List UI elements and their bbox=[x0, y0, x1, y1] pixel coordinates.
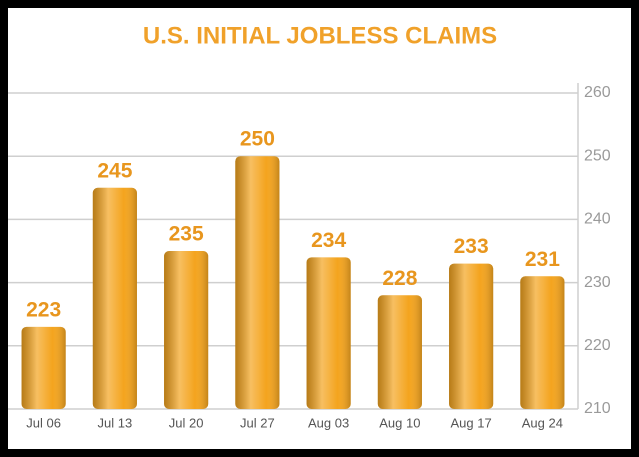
y-tick-label: 210 bbox=[584, 400, 611, 417]
y-tick-label: 230 bbox=[584, 274, 611, 291]
data-label: 245 bbox=[97, 159, 132, 182]
chart-title: U.S. INITIAL JOBLESS CLAIMS bbox=[143, 22, 497, 49]
x-tick-label: Jul 27 bbox=[240, 415, 275, 430]
data-label: 233 bbox=[454, 235, 489, 258]
data-label: 231 bbox=[525, 248, 560, 271]
bar-shine bbox=[520, 276, 565, 409]
bar-shine bbox=[21, 326, 66, 409]
bar-shine bbox=[235, 156, 280, 409]
x-tick-label: Aug 17 bbox=[451, 415, 492, 430]
y-tick-label: 260 bbox=[584, 84, 611, 101]
x-tick-label: Aug 24 bbox=[522, 415, 563, 430]
data-label: 228 bbox=[382, 267, 417, 290]
x-tick-label: Jul 13 bbox=[98, 415, 133, 430]
data-label: 223 bbox=[26, 298, 61, 321]
y-tick-label: 250 bbox=[584, 147, 611, 164]
bar-shine bbox=[377, 295, 422, 409]
x-tick-label: Jul 06 bbox=[26, 415, 61, 430]
bar-shine bbox=[306, 257, 351, 409]
x-tick-label: Aug 03 bbox=[308, 415, 349, 430]
bar-shine bbox=[92, 187, 137, 409]
x-tick-label: Jul 20 bbox=[169, 415, 204, 430]
x-tick-label: Aug 10 bbox=[379, 415, 420, 430]
y-tick-label: 240 bbox=[584, 211, 611, 228]
bar-shine bbox=[164, 251, 209, 409]
data-label: 235 bbox=[169, 223, 204, 246]
data-label: 250 bbox=[240, 128, 275, 151]
bar-shine bbox=[449, 263, 494, 409]
y-tick-label: 220 bbox=[584, 337, 611, 354]
data-label: 234 bbox=[311, 229, 346, 252]
